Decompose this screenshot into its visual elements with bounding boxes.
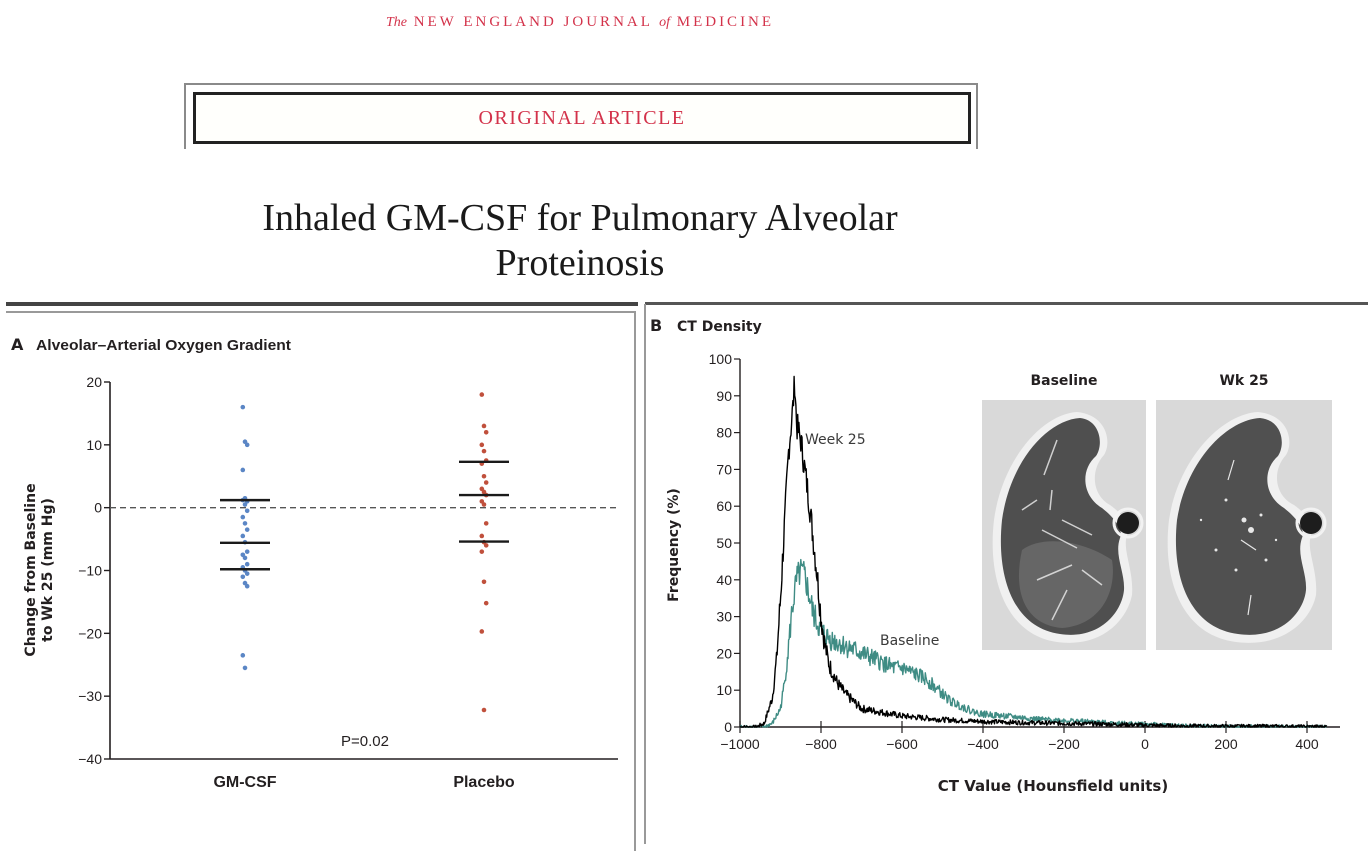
- panel-a-chart: A Alveolar–Arterial Oxygen Gradient Chan…: [11, 335, 618, 791]
- ct-image-label-baseline: Baseline: [1030, 373, 1098, 389]
- panel-b-top-rule: [645, 302, 1368, 305]
- panel-a-ylabel-line2: to Wk 25 (mm Hg): [40, 498, 56, 642]
- data-point-placebo: [483, 429, 489, 435]
- lung-ct-week25-illustration: [1156, 400, 1332, 650]
- data-point-gmcsf: [244, 571, 250, 576]
- data-point-gmcsf: [244, 583, 250, 589]
- data-point-gmcsf: [240, 574, 246, 580]
- data-point-gmcsf: [240, 653, 246, 658]
- journal-name-part2: MEDICINE: [676, 14, 775, 30]
- data-point-gmcsf: [242, 502, 248, 507]
- data-point-placebo: [481, 473, 487, 479]
- data-point-gmcsf: [240, 404, 246, 410]
- data-point-placebo: [479, 629, 485, 634]
- article-type-label: ORIGINAL ARTICLE: [478, 106, 686, 129]
- data-point-gmcsf: [244, 508, 250, 514]
- data-point-gmcsf: [240, 514, 246, 520]
- journal-prefix: The: [385, 15, 407, 30]
- data-point-placebo: [483, 521, 489, 526]
- data-point-placebo: [481, 502, 487, 507]
- ct-scan-baseline-image: [982, 400, 1146, 650]
- data-point-gmcsf: [244, 442, 250, 448]
- journal-of: of: [659, 15, 670, 30]
- ct-scan-week25-image: [1156, 400, 1332, 650]
- data-point-placebo: [481, 707, 487, 713]
- panel-a-frame: [6, 311, 636, 851]
- panel-a-ytick-label: −10: [78, 563, 102, 579]
- panel-a-title: Alveolar–Arterial Oxygen Gradient: [36, 337, 291, 354]
- data-point-placebo: [479, 392, 485, 397]
- panel-a-ytick-label: −30: [78, 688, 102, 704]
- data-point-placebo: [479, 549, 485, 554]
- data-point-placebo: [481, 423, 487, 429]
- category-label-gmcsf: GM-CSF: [213, 774, 276, 791]
- panel-a-ytick-label: 0: [94, 500, 102, 516]
- data-point-gmcsf: [240, 533, 246, 539]
- data-point-placebo: [483, 600, 489, 606]
- ct-image-label-wk25: Wk 25: [1219, 373, 1269, 389]
- panel-a-ytick-label: 10: [86, 437, 102, 453]
- panel-a-top-rule: [6, 302, 638, 306]
- article-title-line1: Inhaled GM-CSF for Pulmonary Alveolar: [262, 197, 898, 239]
- data-point-placebo: [479, 442, 485, 448]
- lung-ct-baseline-illustration: [982, 400, 1146, 650]
- journal-name-part1: NEW ENGLAND JOURNAL: [413, 14, 653, 30]
- panel-b-frame: [644, 304, 1368, 844]
- panel-a-ylabel-line1: Change from Baseline: [23, 483, 39, 656]
- banner-outer-frame: [184, 83, 978, 149]
- category-label-placebo: Placebo: [453, 774, 515, 791]
- data-point-placebo: [483, 480, 489, 485]
- panel-a-ytick-label: −20: [78, 625, 102, 641]
- data-point-gmcsf: [242, 665, 248, 671]
- data-point-gmcsf: [244, 549, 250, 554]
- p-value-annotation: P=0.02: [341, 733, 389, 750]
- data-point-gmcsf: [244, 527, 250, 532]
- data-point-placebo: [481, 579, 487, 585]
- data-point-gmcsf: [242, 521, 248, 526]
- data-point-gmcsf: [240, 467, 246, 473]
- article-title-line2: Proteinosis: [495, 242, 665, 284]
- data-point-placebo: [479, 533, 485, 539]
- panel-a-ytick-label: 20: [86, 374, 102, 390]
- data-point-placebo: [483, 543, 489, 548]
- data-point-placebo: [481, 448, 487, 454]
- journal-masthead: The NEW ENGLAND JOURNAL of MEDICINE: [0, 14, 1160, 31]
- data-point-gmcsf: [244, 561, 250, 567]
- panel-a-ytick-label: −40: [78, 751, 102, 767]
- data-point-gmcsf: [242, 555, 248, 561]
- article-type-banner: ORIGINAL ARTICLE: [193, 92, 971, 144]
- article-title: Inhaled GM-CSF for Pulmonary Alveolar Pr…: [150, 196, 1010, 286]
- panel-a-letter: A: [11, 335, 24, 354]
